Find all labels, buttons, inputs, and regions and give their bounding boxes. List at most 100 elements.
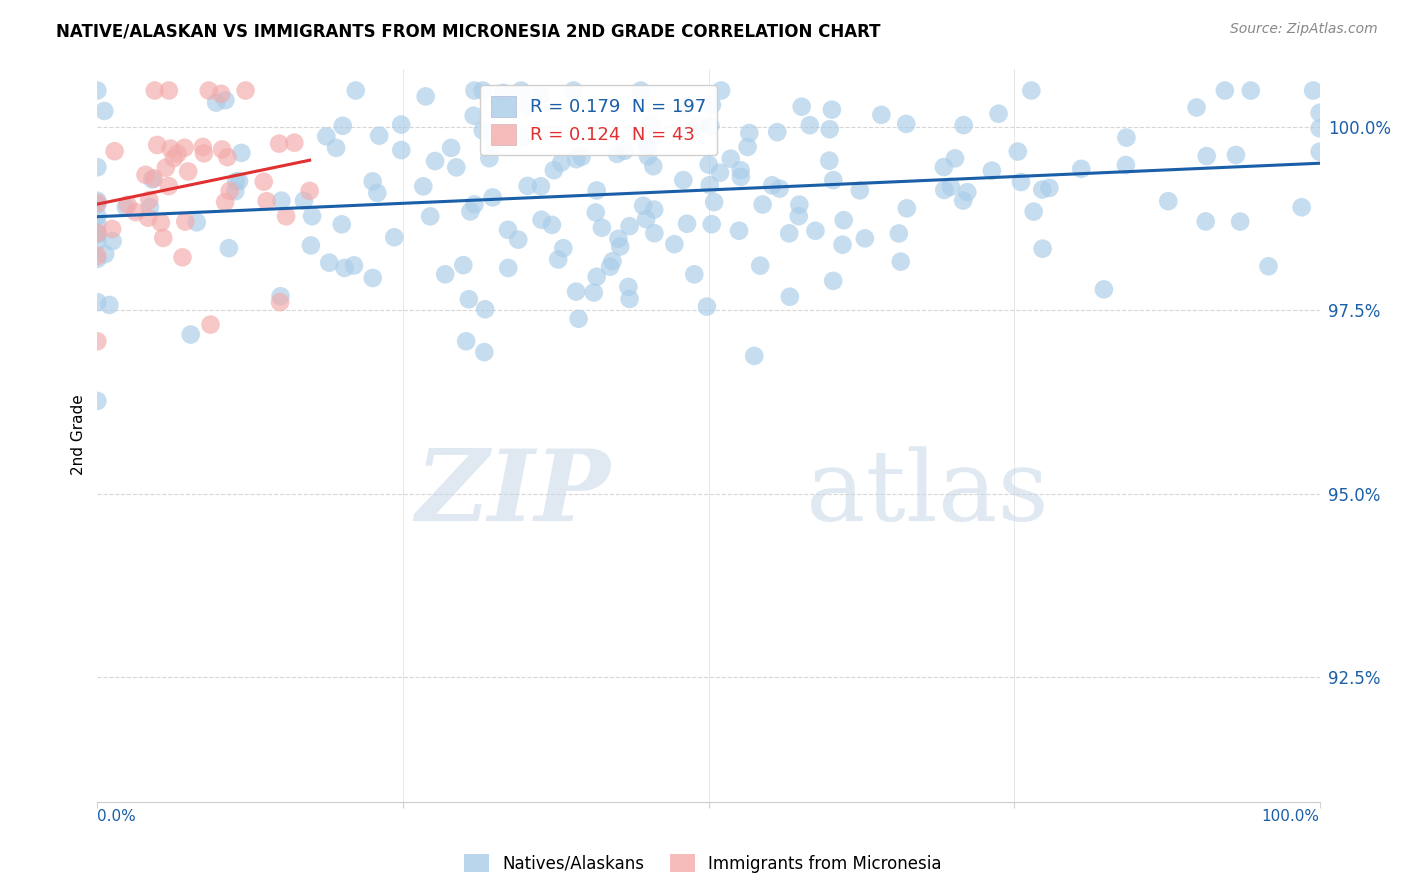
Point — [214, 194, 236, 209]
Point — [672, 173, 695, 187]
Point — [728, 224, 751, 238]
Point — [637, 149, 659, 163]
Point — [191, 140, 214, 154]
Point — [214, 93, 236, 107]
Point — [799, 118, 821, 132]
Point — [787, 197, 810, 211]
Point — [86, 227, 108, 241]
Point — [457, 292, 479, 306]
Point — [146, 138, 169, 153]
Point — [987, 107, 1010, 121]
Point — [832, 213, 855, 227]
Point — [1309, 145, 1331, 159]
Point — [679, 123, 702, 137]
Point — [124, 205, 146, 219]
Point — [159, 142, 181, 156]
Point — [315, 129, 337, 144]
Point — [516, 178, 538, 193]
Point — [270, 194, 292, 208]
Point — [778, 227, 800, 241]
Point — [591, 220, 613, 235]
Point — [1291, 200, 1313, 214]
Point — [790, 100, 813, 114]
Point — [1229, 214, 1251, 228]
Point — [672, 100, 695, 114]
Point — [565, 152, 588, 166]
Point — [471, 83, 494, 97]
Point — [117, 198, 139, 212]
Point — [149, 215, 172, 229]
Point — [235, 83, 257, 97]
Point — [496, 223, 519, 237]
Point — [330, 218, 353, 232]
Point — [643, 202, 665, 217]
Point — [952, 194, 974, 208]
Point — [86, 197, 108, 211]
Point — [1195, 214, 1218, 228]
Point — [292, 194, 315, 208]
Point — [1195, 149, 1218, 163]
Point — [301, 209, 323, 223]
Text: atlas: atlas — [806, 446, 1049, 541]
Point — [228, 174, 250, 188]
Point — [1032, 242, 1054, 256]
Point — [86, 393, 108, 408]
Point — [582, 285, 605, 300]
Point — [515, 130, 537, 145]
Point — [456, 334, 478, 349]
Point — [86, 194, 108, 208]
Point — [567, 311, 589, 326]
Point — [93, 103, 115, 118]
Point — [138, 193, 160, 207]
Point — [460, 204, 482, 219]
Point — [818, 153, 841, 168]
Point — [463, 83, 485, 97]
Y-axis label: 2nd Grade: 2nd Grade — [72, 394, 86, 475]
Point — [640, 117, 662, 131]
Point — [423, 154, 446, 169]
Point — [599, 260, 621, 274]
Point — [86, 160, 108, 174]
Point — [86, 249, 108, 263]
Point — [565, 285, 588, 299]
Point — [101, 234, 124, 248]
Point — [86, 217, 108, 231]
Point — [1309, 105, 1331, 120]
Point — [818, 122, 841, 136]
Point — [225, 175, 247, 189]
Point — [1022, 204, 1045, 219]
Text: ZIP: ZIP — [416, 445, 610, 542]
Point — [508, 233, 530, 247]
Point — [619, 219, 641, 234]
Point — [585, 269, 607, 284]
Point — [415, 89, 437, 103]
Point — [720, 152, 742, 166]
Point — [602, 254, 624, 268]
Point — [952, 118, 974, 132]
Point — [86, 226, 108, 240]
Point — [172, 250, 194, 264]
Point — [609, 239, 631, 253]
Point — [853, 231, 876, 245]
Point — [142, 171, 165, 186]
Point — [157, 83, 180, 97]
Point — [269, 136, 291, 151]
Point — [209, 87, 232, 101]
Point — [382, 230, 405, 244]
Point — [344, 83, 367, 97]
Point — [730, 169, 752, 184]
Point — [636, 212, 658, 227]
Point — [269, 295, 291, 310]
Point — [274, 209, 297, 223]
Point — [361, 174, 384, 188]
Point — [631, 199, 654, 213]
Text: NATIVE/ALASKAN VS IMMIGRANTS FROM MICRONESIA 2ND GRADE CORRELATION CHART: NATIVE/ALASKAN VS IMMIGRANTS FROM MICRON… — [56, 22, 880, 40]
Point — [94, 247, 117, 261]
Text: Source: ZipAtlas.com: Source: ZipAtlas.com — [1230, 22, 1378, 37]
Point — [1257, 260, 1279, 274]
Point — [831, 237, 853, 252]
Point — [1240, 83, 1263, 97]
Point — [890, 254, 912, 268]
Point — [86, 235, 108, 249]
Point — [143, 83, 166, 97]
